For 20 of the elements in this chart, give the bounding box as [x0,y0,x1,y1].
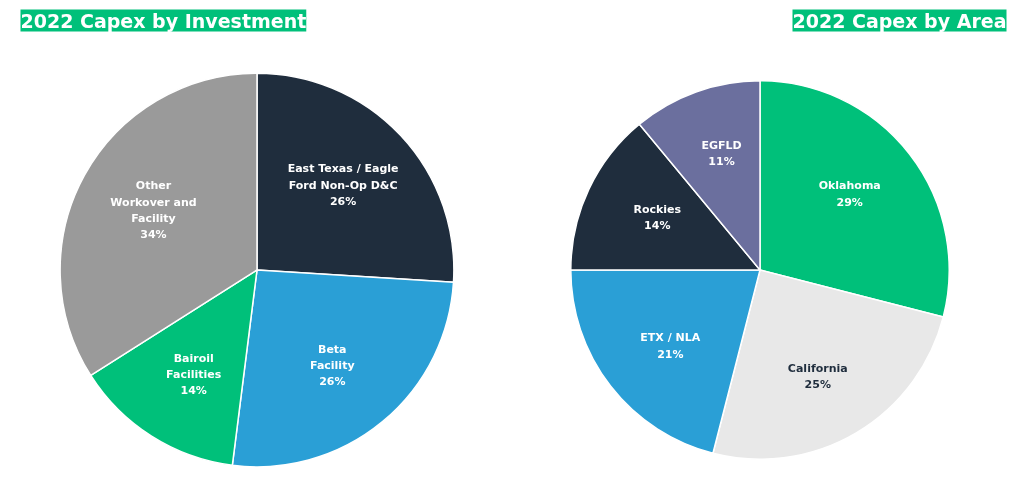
slice-label: East Texas / Eagle Ford Non-Op D&C [287,162,399,192]
chart-title: 2022 Capex by Investment [20,9,307,32]
slice-label: Beta Facility [310,342,355,373]
slice-label: ETX / NLA [640,331,701,345]
slice-label: Rockies [633,202,682,216]
data-label: 26% [329,194,357,208]
data-label: 34% [140,228,167,242]
data-label: 26% [319,375,346,389]
slice-label: Bairoil Facilities [166,351,222,382]
data-label: 25% [804,378,831,392]
data-label: 21% [657,347,684,361]
slice-label: Oklahoma [818,179,881,193]
data-label: 14% [180,384,207,398]
slice-label: Other Workover and Facility [110,179,197,225]
slice-label: EGFLD [701,138,742,152]
chart-title: 2022 Capex by Area [792,9,1007,32]
data-label: 11% [708,154,735,168]
slice-label: California [787,362,848,376]
data-label: 14% [644,218,671,232]
data-label: 29% [836,195,863,209]
